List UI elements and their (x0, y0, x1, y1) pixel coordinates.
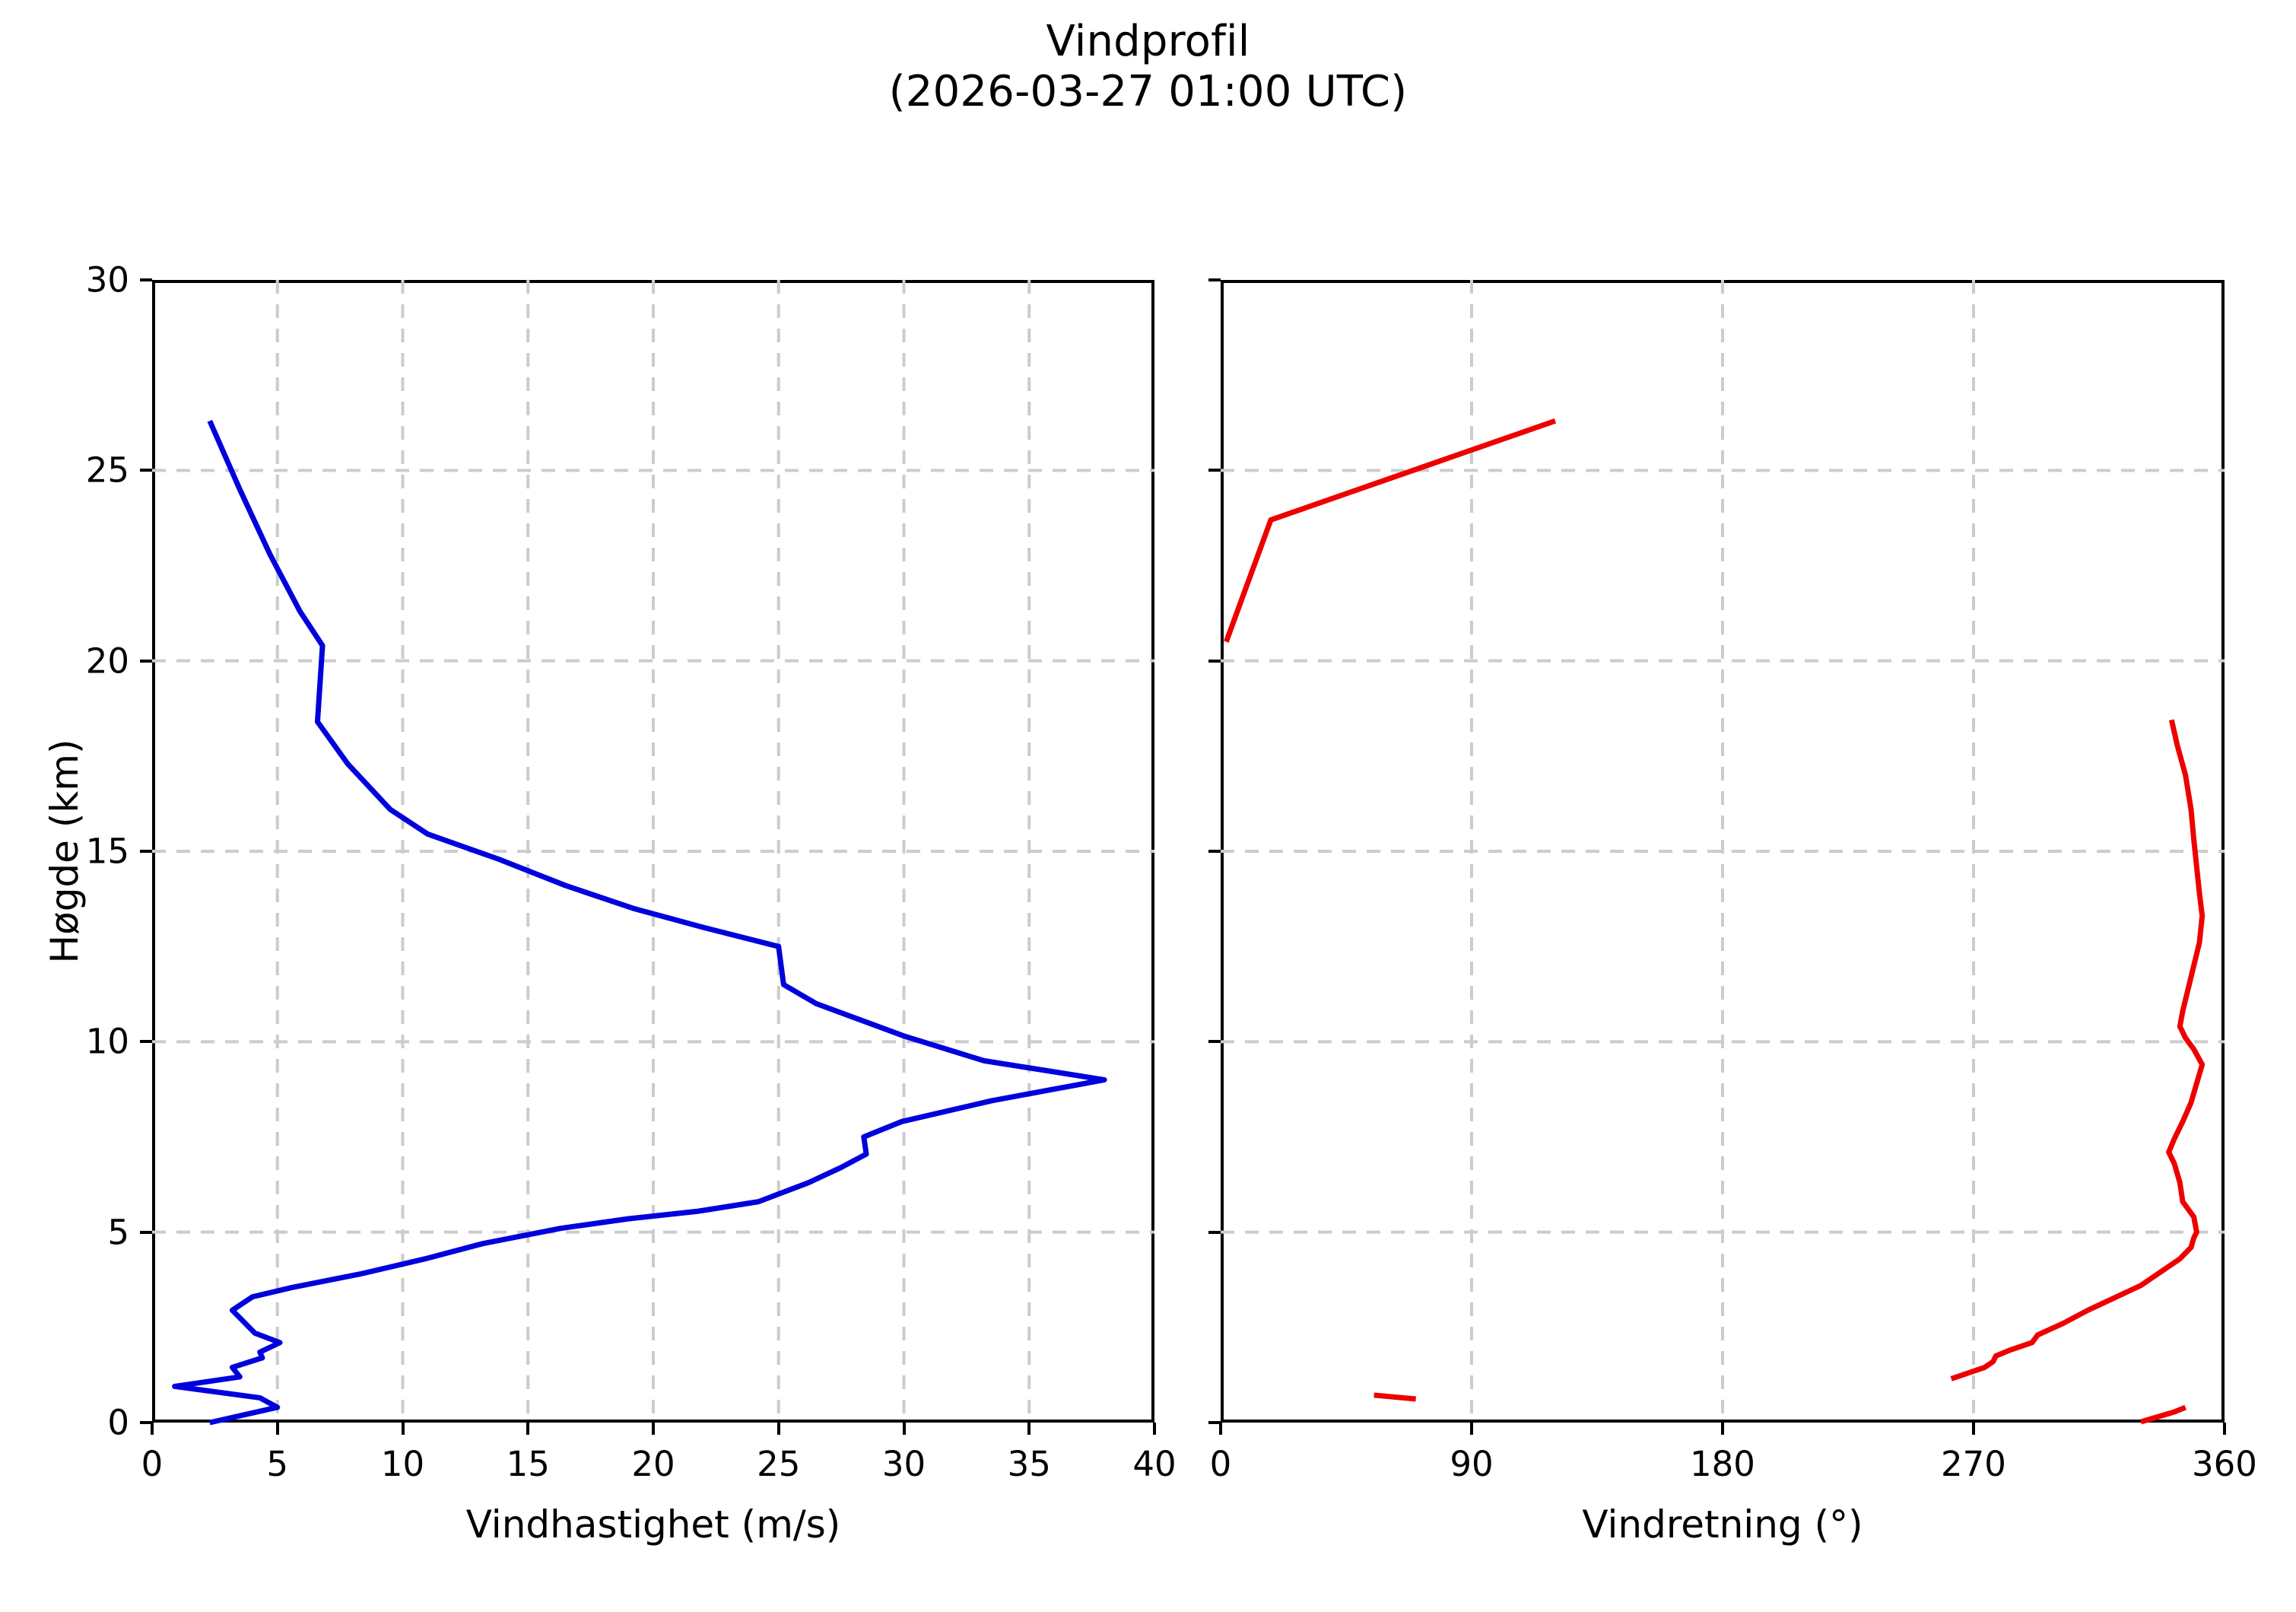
y-tick-mark (140, 278, 152, 281)
x-tick-mark (1470, 1423, 1473, 1435)
x-tick-mark (401, 1423, 405, 1435)
left-x-axis-title: Vindhastighet (m/s) (465, 1502, 841, 1547)
x-tick-label: 5 (266, 1444, 289, 1484)
x-tick-label: 15 (506, 1444, 550, 1484)
x-tick-label: 25 (757, 1444, 801, 1484)
y-tick-label: 0 (107, 1402, 129, 1443)
x-tick-label: 35 (1007, 1444, 1051, 1484)
y-tick-mark (1208, 278, 1221, 281)
x-tick-label: 20 (631, 1444, 675, 1484)
x-tick-mark (526, 1423, 530, 1435)
data-series-line (2140, 1404, 2186, 1425)
y-tick-mark (1208, 469, 1221, 472)
x-tick-label: 40 (1132, 1444, 1177, 1484)
y-tick-label: 25 (85, 450, 129, 491)
x-tick-mark (2223, 1423, 2226, 1435)
y-tick-mark (1208, 659, 1221, 663)
wind-direction-plot (1221, 280, 2225, 1425)
x-tick-mark (275, 1423, 279, 1435)
x-tick-label: 0 (1209, 1444, 1232, 1484)
wind-speed-plot (152, 280, 1154, 1426)
x-tick-mark (1721, 1423, 1724, 1435)
right-x-axis-title: Vindretning (°) (1582, 1502, 1863, 1547)
data-series-line (1373, 1392, 1416, 1402)
x-tick-mark (151, 1423, 154, 1435)
x-tick-label: 360 (2192, 1444, 2257, 1484)
y-tick-label: 30 (85, 259, 129, 300)
x-tick-label: 270 (1941, 1444, 2006, 1484)
wind-direction-panel (1221, 280, 2225, 1425)
y-tick-mark (1208, 1421, 1221, 1424)
x-tick-mark (776, 1423, 780, 1435)
x-tick-label: 30 (881, 1444, 926, 1484)
data-series-line (172, 419, 1107, 1426)
x-tick-label: 90 (1450, 1444, 1494, 1484)
x-tick-label: 0 (141, 1444, 164, 1484)
y-tick-mark (140, 469, 152, 472)
y-tick-mark (140, 850, 152, 853)
x-tick-label: 10 (380, 1444, 425, 1484)
data-series-line (1224, 418, 1557, 643)
y-tick-mark (140, 1040, 152, 1044)
y-tick-mark (1208, 1040, 1221, 1044)
wind-speed-panel (152, 280, 1154, 1426)
x-tick-mark (1027, 1423, 1031, 1435)
y-tick-label: 5 (107, 1212, 129, 1253)
x-tick-mark (1153, 1423, 1156, 1435)
y-tick-mark (1208, 1230, 1221, 1234)
y-tick-mark (140, 659, 152, 663)
y-tick-mark (1208, 850, 1221, 853)
x-tick-mark (652, 1423, 655, 1435)
y-tick-label: 20 (85, 641, 129, 682)
y-tick-label: 10 (85, 1021, 129, 1062)
x-tick-mark (1972, 1423, 1975, 1435)
y-tick-label: 15 (85, 831, 129, 872)
x-tick-mark (902, 1423, 906, 1435)
y-tick-mark (140, 1230, 152, 1234)
data-series-line (1950, 719, 2205, 1381)
x-tick-label: 180 (1690, 1444, 1755, 1484)
y-axis-title: Høgde (km) (43, 739, 87, 964)
x-tick-mark (1219, 1423, 1222, 1435)
y-tick-mark (140, 1421, 152, 1424)
figure-title: Vindprofil (2026-03-27 01:00 UTC) (888, 17, 1408, 117)
